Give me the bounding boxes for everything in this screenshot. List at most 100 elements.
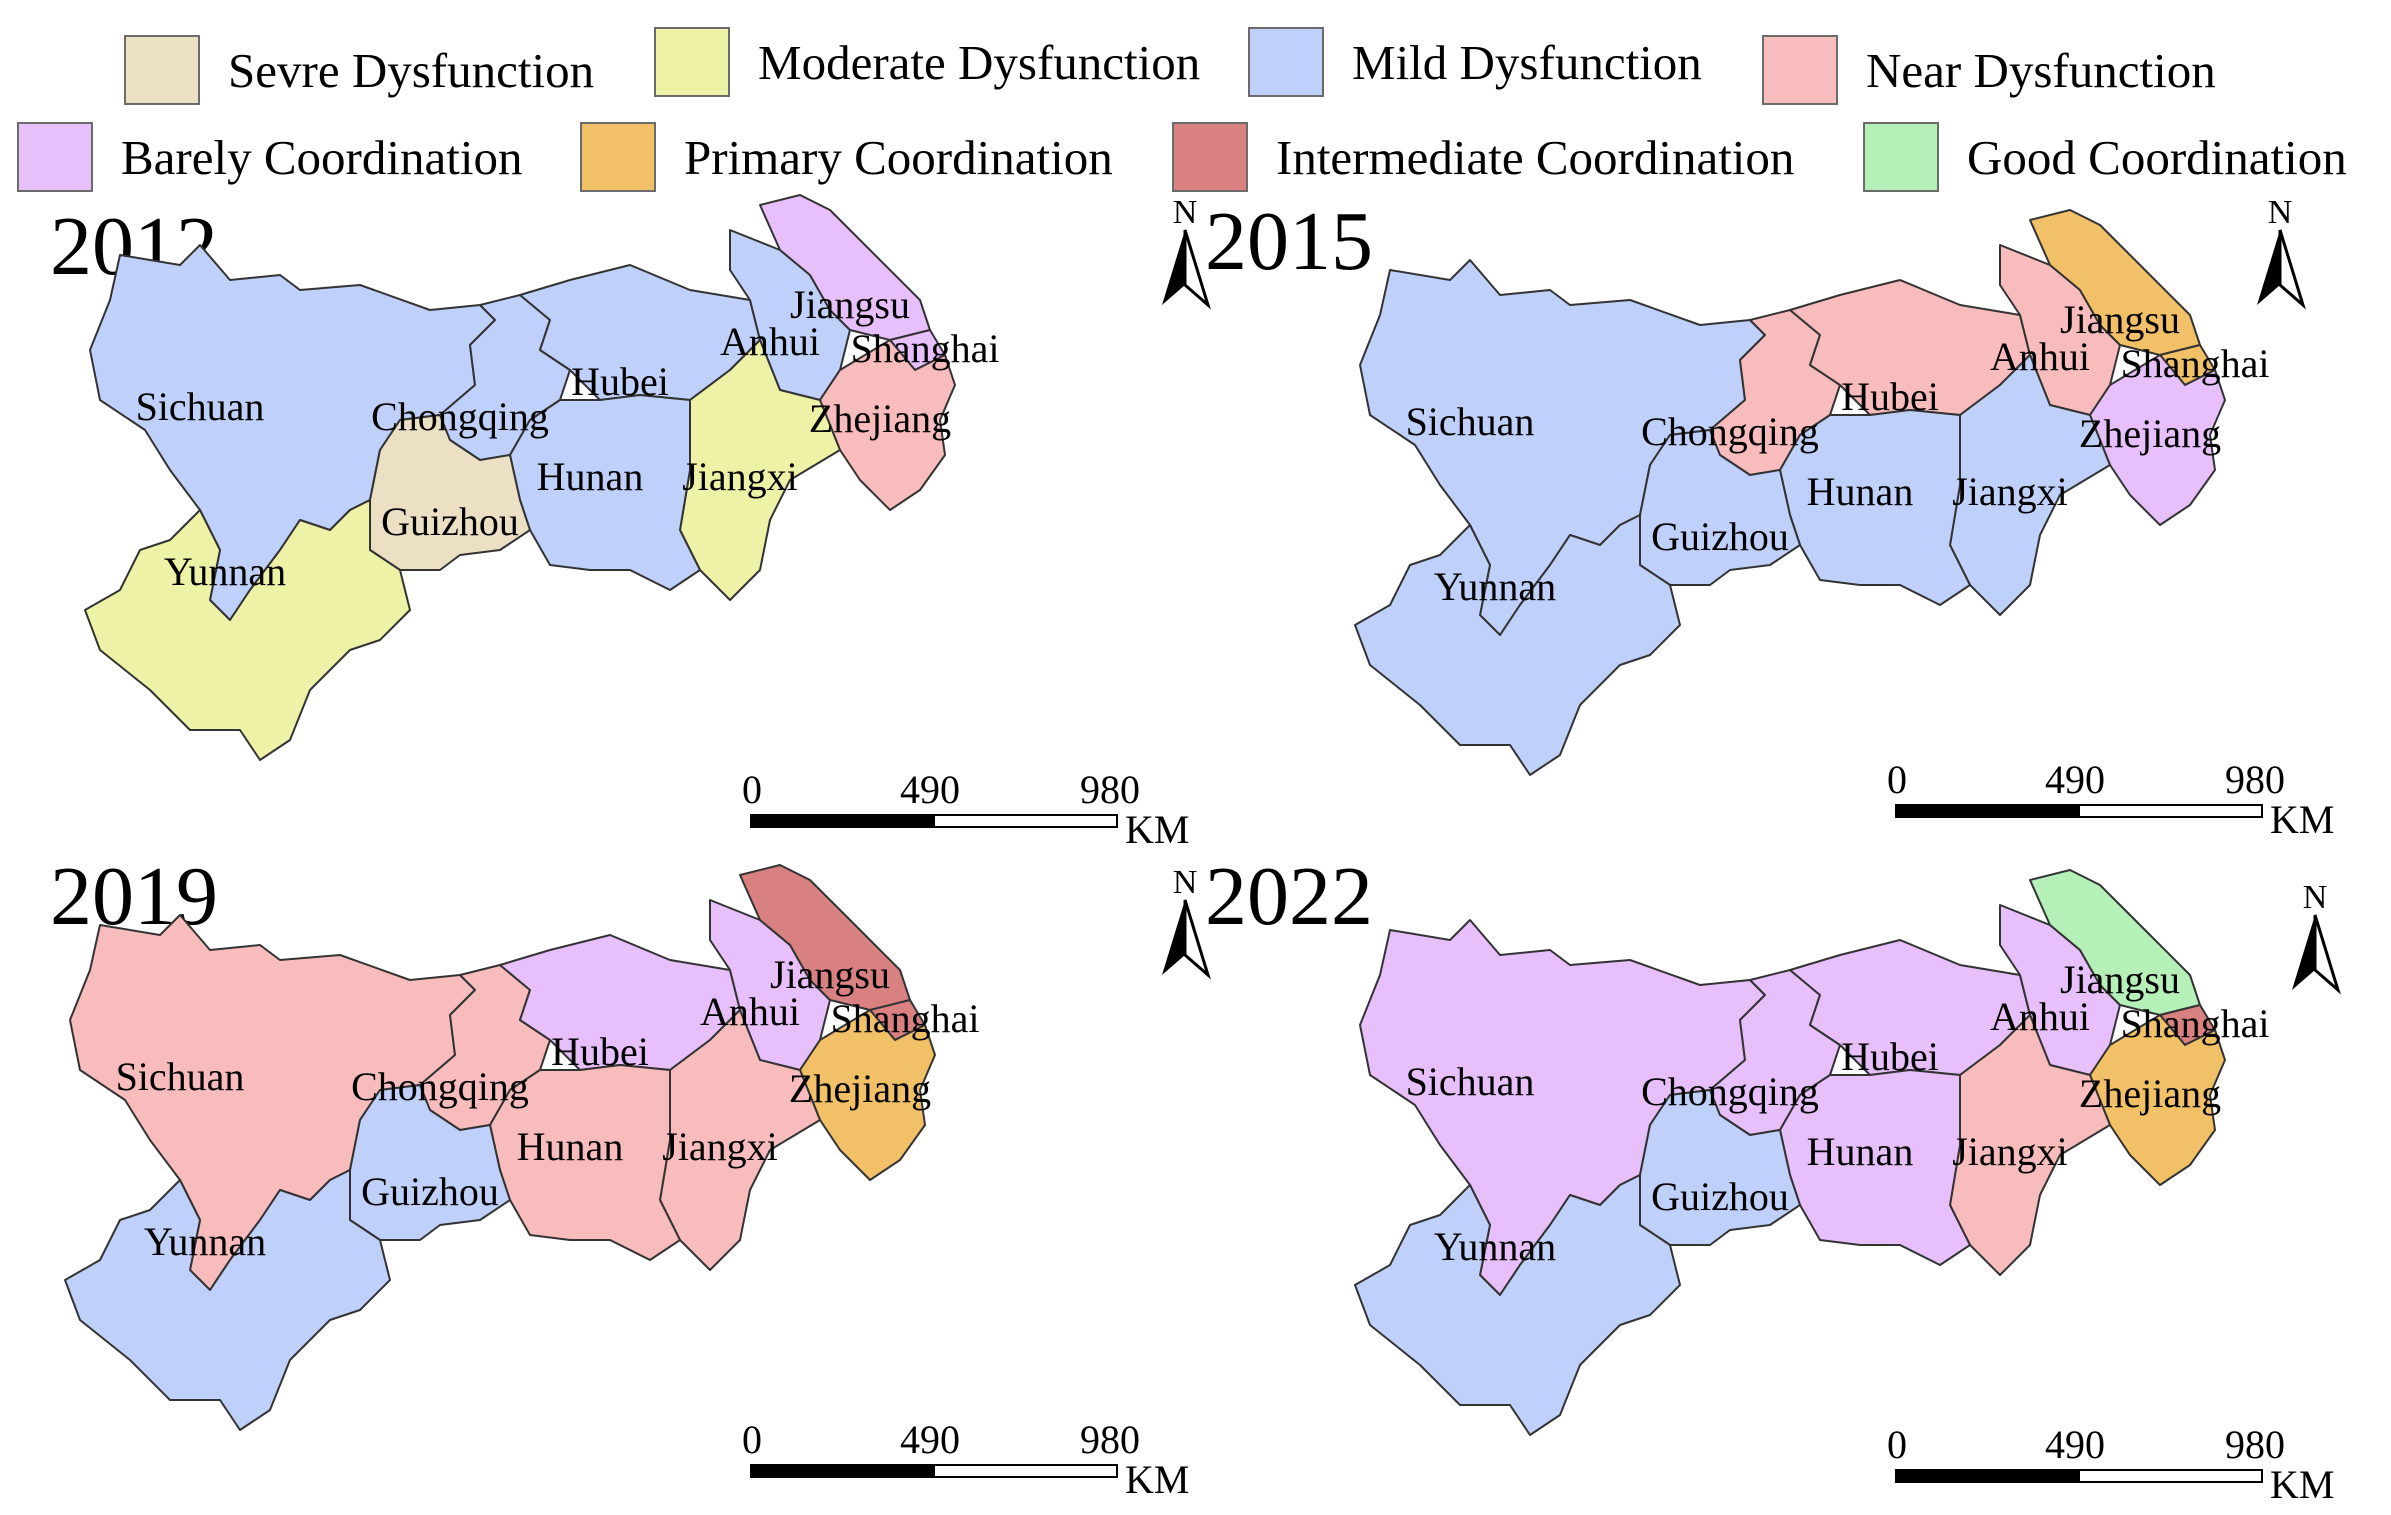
province-label-chongqing: Chongqing	[371, 394, 549, 439]
province-label-guizhou: Guizhou	[381, 499, 519, 544]
north-arrow-icon: N	[1162, 194, 1211, 310]
north-arrow-right-half	[2313, 914, 2341, 995]
legend-swatch	[1248, 27, 1324, 97]
province-label-yunnan: Yunnan	[144, 1219, 266, 1264]
legend-label: Sevre Dysfunction	[228, 42, 595, 98]
province-guizhou	[1639, 1089, 1801, 1246]
province-label-zhejiang: Zhejiang	[809, 396, 951, 441]
scale-unit-label: KM	[1125, 1457, 1190, 1502]
province-map: Sichuan Chongqing Hubei AnhuiJiangsuShangha…	[1354, 869, 2269, 1436]
north-arrow-left-half	[2257, 230, 2280, 305]
legend-swatch	[580, 122, 656, 192]
north-arrow-icon: N	[1162, 864, 1211, 980]
scale-tick-label: 0	[742, 1417, 762, 1462]
province-label-sichuan: Sichuan	[1406, 399, 1535, 444]
province-label-shanghai: Shanghai	[2121, 341, 2270, 386]
north-arrow-left-half	[2292, 915, 2315, 990]
province-label-jiangsu: Jiangsu	[2060, 957, 2180, 1002]
scale-tick-label: 0	[742, 767, 762, 812]
scale-tick-label: 490	[900, 1417, 960, 1462]
province-label-hubei: Hubei	[1841, 374, 1939, 419]
province-label-anhui: Anhui	[1990, 334, 2090, 379]
province-label-yunnan: Yunnan	[1434, 564, 1556, 609]
province-label-hunan: Hunan	[537, 454, 644, 499]
scale-bar-black-segment	[1895, 1469, 2080, 1483]
province-label-hubei: Hubei	[551, 1029, 649, 1074]
scale-bar-white-segment	[2078, 804, 2263, 818]
province-map: Sichuan Chongqing Hubei AnhuiJiangsuShangha…	[1354, 209, 2270, 776]
province-label-chongqing: Chongqing	[1641, 1069, 1819, 1114]
legend-label: Barely Coordination	[121, 129, 523, 185]
scale-tick-label: 980	[1080, 1417, 1140, 1462]
province-label-yunnan: Yunnan	[164, 549, 286, 594]
province-label-guizhou: Guizhou	[361, 1169, 499, 1214]
province-label-chongqing: Chongqing	[351, 1064, 529, 1109]
scale-tick-label: 0	[1887, 757, 1907, 802]
map-year-title: 2015	[1205, 195, 1373, 288]
province-label-shanghai: Shanghai	[831, 996, 980, 1041]
north-arrow-icon: N	[2257, 194, 2306, 310]
scale-bar: 0 490 980 KM	[742, 1417, 1189, 1510]
scale-bar-white-segment	[933, 1464, 1118, 1478]
legend-label: Mild Dysfunction	[1352, 34, 1702, 90]
scale-tick-label: 490	[2045, 1422, 2105, 1467]
province-yunnan	[1354, 514, 1681, 776]
province-label-guizhou: Guizhou	[1651, 514, 1789, 559]
legend-label: Moderate Dysfunction	[758, 34, 1201, 90]
map-panel-2019: 2019 Sichuan Chongqing Hubei Anhui Jiangsu Sha…	[0, 850, 1211, 1515]
legend-swatch	[124, 35, 200, 105]
scale-bar-black-segment	[1895, 804, 2080, 818]
province-label-anhui: Anhui	[720, 319, 820, 364]
legend-swatch	[17, 122, 93, 192]
legend-item: Primary Coordination	[580, 117, 1113, 197]
province-map: Sichuan Chongqing Hubei AnhuiJiangsuShangha…	[84, 194, 1000, 761]
map-year-title: 2019	[50, 850, 218, 943]
legend-label: Good Coordination	[1967, 129, 2347, 185]
province-label-zhejiang: Zhejiang	[789, 1066, 931, 1111]
map-year-title: 2022	[1205, 850, 1373, 943]
scale-bar-black-segment	[750, 814, 935, 828]
province-label-anhui: Anhui	[1990, 994, 2090, 1039]
scale-tick-label: 490	[900, 767, 960, 812]
legend-swatch	[1172, 122, 1248, 192]
province-label-anhui: Anhui	[700, 989, 800, 1034]
province-label-sichuan: Sichuan	[116, 1054, 245, 1099]
north-arrow-right-half	[2278, 229, 2306, 310]
province-yunnan	[64, 1169, 391, 1431]
north-label: N	[2268, 194, 2293, 231]
scale-tick-label: 980	[1080, 767, 1140, 812]
province-label-hunan: Hunan	[517, 1124, 624, 1169]
scale-tick-label: 980	[2225, 757, 2285, 802]
legend-item: Sevre Dysfunction	[124, 30, 594, 110]
scale-bar-white-segment	[2078, 1469, 2263, 1483]
province-label-sichuan: Sichuan	[1406, 1059, 1535, 1104]
province-label-yunnan: Yunnan	[1434, 1224, 1556, 1269]
legend-label: Intermediate Coordination	[1276, 129, 1795, 185]
province-label-zhejiang: Zhejiang	[2079, 1071, 2221, 1116]
legend-label: Near Dysfunction	[1866, 42, 2216, 98]
province-label-sichuan: Sichuan	[136, 384, 265, 429]
legend-label: Primary Coordination	[684, 129, 1113, 185]
province-label-jiangsu: Jiangsu	[2060, 297, 2180, 342]
north-arrow-left-half	[1162, 900, 1185, 975]
scale-unit-label: KM	[2270, 797, 2335, 842]
legend-item: Good Coordination	[1863, 117, 2347, 197]
province-yunnan	[84, 499, 411, 761]
scale-tick-label: 490	[2045, 757, 2105, 802]
province-label-hubei: Hubei	[571, 359, 669, 404]
province-guizhou	[369, 414, 531, 571]
scale-bar: 0 490 980 KM	[742, 767, 1189, 860]
province-guizhou	[1639, 429, 1801, 586]
province-label-shanghai: Shanghai	[851, 326, 1000, 371]
province-label-hubei: Hubei	[1841, 1034, 1939, 1079]
province-label-hunan: Hunan	[1807, 469, 1914, 514]
province-guizhou	[349, 1084, 511, 1241]
scale-bar: 0 490 980 KM	[1887, 757, 2334, 850]
legend-item: Near Dysfunction	[1762, 30, 2216, 110]
map-panel-2015: 2015 Sichuan Chongqing Hubei Anhui Jiangsu Sha…	[1195, 194, 2385, 855]
legend-swatch	[1863, 122, 1939, 192]
province-label-jiangsu: Jiangsu	[790, 282, 910, 327]
province-label-jiangxi: Jiangxi	[1952, 1129, 2068, 1174]
north-arrow-left-half	[1162, 230, 1185, 305]
north-label: N	[2303, 879, 2328, 916]
